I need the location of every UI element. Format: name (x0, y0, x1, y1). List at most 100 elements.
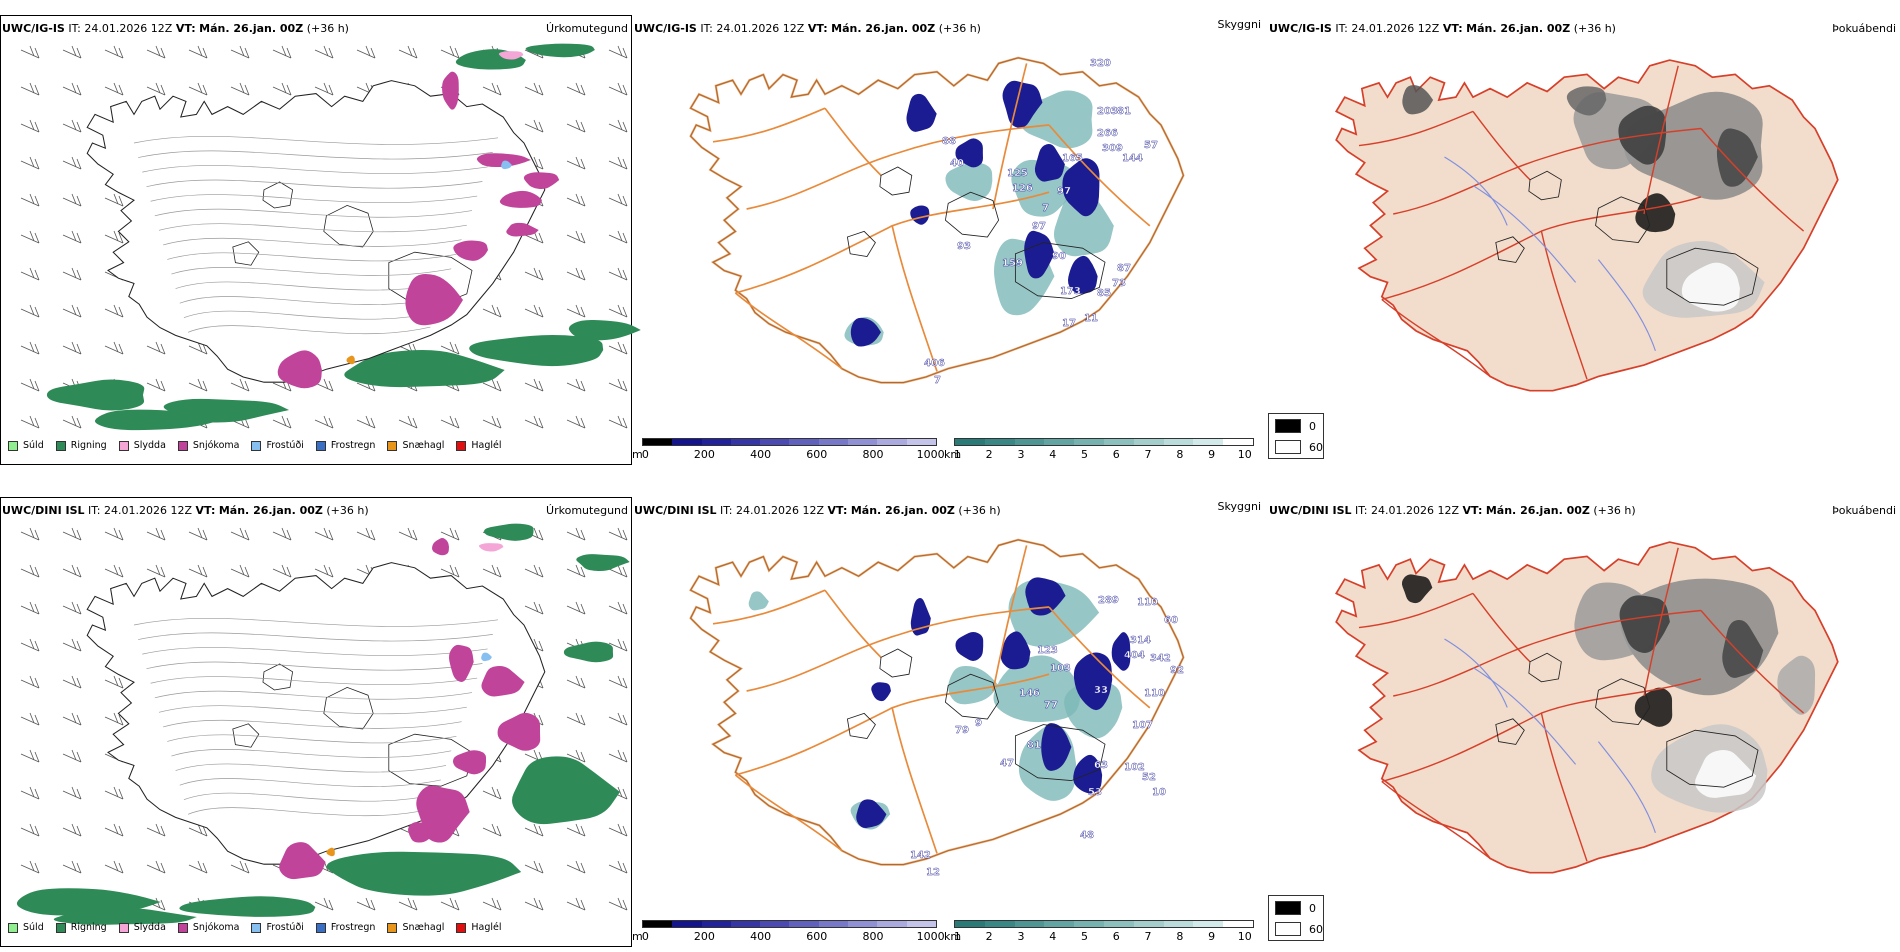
legend-item: Súld (8, 440, 44, 451)
colorbar-tick-label: 1000 (916, 448, 945, 461)
wind-barb (482, 564, 502, 578)
colorbar-tick-label: 6 (1112, 448, 1120, 461)
colorbar-segment (760, 439, 790, 445)
low-visibility-area (948, 666, 999, 705)
wind-barb (566, 82, 586, 96)
valid-time-label: VT: (175, 22, 196, 35)
snow-area (442, 71, 459, 110)
river-line (1472, 667, 1577, 765)
wind-barb (104, 193, 124, 207)
road-line (891, 707, 938, 854)
glacier-outline (944, 191, 1000, 238)
rain-area (179, 896, 316, 917)
fog-map (1334, 541, 1839, 874)
wind-barb (188, 82, 208, 96)
terrain-contour (158, 705, 467, 715)
glacier-outline (1495, 718, 1525, 745)
colorbar-segment (643, 921, 673, 927)
colorbar-segment (1103, 921, 1134, 927)
wind-barb (524, 601, 544, 615)
legend-swatch (315, 440, 326, 451)
visibility-value-label: 73 (1112, 278, 1126, 289)
visibility-value-label: 48 (1080, 830, 1094, 841)
fog-panel: UWC/IG-IS IT: 24.01.2026 12Z VT: Mán. 26… (1267, 0, 1900, 470)
model-name: UWC/DINI ISL (634, 504, 717, 517)
legend-item: Frostúði (251, 440, 304, 451)
glacier-outline (1595, 196, 1651, 243)
legend-label: Snæhagl (402, 440, 445, 451)
panel-header: UWC/IG-IS IT: 24.01.2026 12Z VT: Mán. 26… (2, 22, 349, 35)
visibility-value-label: 110 (1144, 688, 1165, 699)
terrain-contour (154, 208, 473, 218)
fog-map (1334, 59, 1839, 392)
init-time-value: 24.01.2026 12Z (1351, 22, 1440, 35)
visibility-value-label: 92 (1170, 665, 1184, 676)
road-line (1643, 547, 1679, 697)
rain-area (576, 554, 630, 572)
colorbar-segment (789, 439, 819, 445)
rain-area (46, 379, 145, 411)
valid-time-label: VT: (1442, 22, 1463, 35)
lead-time: (+36 h) (1593, 504, 1636, 517)
colorbar-segment (877, 439, 907, 445)
wind-barb (62, 119, 82, 133)
legend-swatch (118, 922, 129, 933)
glacier-outline (846, 230, 876, 258)
visibility-value-label: 79 (955, 725, 969, 736)
model-name: UWC/IG-IS (2, 22, 65, 35)
wind-barb (230, 82, 250, 96)
glacier-outline (879, 648, 913, 678)
legend-label: Rigning (70, 440, 107, 451)
terrain-contour (163, 237, 462, 247)
visibility-value-label: 90 (1052, 251, 1066, 262)
wind-barb (20, 341, 40, 355)
visibility-panel: UWC/DINI ISL IT: 24.01.2026 12Z VT: Mán.… (632, 482, 1267, 952)
init-time-value: 24.01.2026 12Z (84, 22, 173, 35)
fog-indicator-area (1401, 574, 1433, 604)
glacier-outline (1666, 247, 1759, 306)
valid-time-label: VT: (827, 504, 848, 517)
wind-barb (188, 378, 208, 392)
colorbar-tick-label: 200 (693, 448, 715, 461)
wind-barb (104, 45, 124, 59)
very-low-visibility-area (1002, 80, 1043, 128)
wind-barb (20, 304, 40, 318)
colorbar-segment (1163, 439, 1194, 445)
legend-item: Haglél (456, 922, 502, 933)
coastal-road (689, 538, 1185, 866)
panel-title: Skyggni (1217, 500, 1261, 513)
wind-barb (314, 45, 334, 59)
very-low-visibility-area (910, 205, 930, 225)
road-line (1540, 712, 1588, 862)
wind-barb (608, 638, 628, 652)
visibility-value-label: 40 (950, 158, 964, 169)
wind-barb (62, 786, 82, 800)
legend-item: Snjókoma (177, 440, 239, 451)
fog-indicator-area (1635, 193, 1676, 233)
very-low-visibility-area (1073, 652, 1113, 711)
fog-indicator-area (1634, 687, 1673, 727)
wind-barb (104, 82, 124, 96)
init-time-label: IT: (68, 22, 81, 35)
panel-header: UWC/IG-IS IT: 24.01.2026 12Z VT: Mán. 26… (1269, 22, 1616, 35)
snow-area (408, 822, 437, 843)
glacier-outline (388, 733, 473, 787)
wind-barb (524, 823, 544, 837)
glacier-outline (1528, 652, 1562, 683)
wind-barb (104, 304, 124, 318)
wind-barb (608, 527, 628, 541)
legend-label: Rigning (70, 922, 107, 933)
legend-swatch (456, 440, 467, 451)
wind-barb (566, 378, 586, 392)
colorbar-strip (954, 438, 1254, 446)
rain-area (512, 756, 620, 825)
colorbar-unit: m (632, 448, 643, 461)
legend-item: Frostúði (251, 922, 304, 933)
wind-barb (104, 712, 124, 726)
fog-key-low: 60 (1275, 922, 1323, 936)
wind-barb (272, 527, 292, 541)
road-line (1393, 609, 1702, 697)
wind-barb (20, 156, 40, 170)
valid-time-value: Mán. 26.jan. 00Z (199, 22, 304, 35)
init-time-value: 24.01.2026 12Z (716, 22, 805, 35)
